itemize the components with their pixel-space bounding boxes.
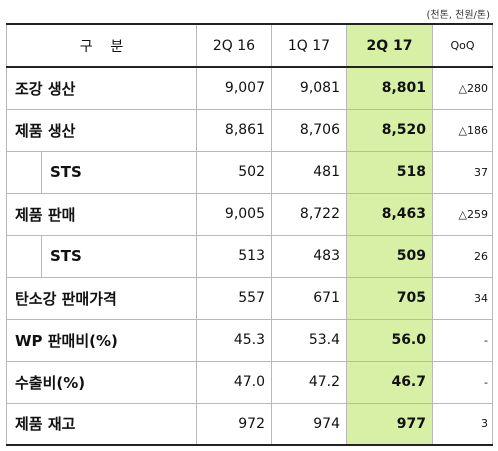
table-row: 탄소강 판매가격 557 671 705 34 bbox=[6, 277, 493, 320]
cell-1q17: 671 bbox=[271, 277, 347, 320]
header-category: 구 분 bbox=[6, 23, 197, 68]
cell-qoq: 3 bbox=[432, 403, 493, 446]
table-header-row: 구 분 2Q 16 1Q 17 2Q 17 QoQ bbox=[6, 23, 493, 68]
cell-2q16: 47.0 bbox=[196, 361, 272, 404]
cell-1q17: 9,081 bbox=[271, 67, 347, 110]
cell-2q17: 46.7 bbox=[346, 361, 433, 404]
table-row: 제품 판매 9,005 8,722 8,463 △259 bbox=[6, 193, 493, 236]
cell-1q17: 47.2 bbox=[271, 361, 347, 404]
table-row: 제품 생산 8,861 8,706 8,520 △186 bbox=[6, 109, 493, 152]
cell-2q17: 8,463 bbox=[346, 193, 433, 236]
table-row: 조강 생산 9,007 9,081 8,801 △280 bbox=[6, 67, 493, 110]
row-label-sub: STS bbox=[6, 235, 197, 278]
cell-2q17: 56.0 bbox=[346, 319, 433, 362]
row-label: 제품 재고 bbox=[6, 403, 197, 446]
cell-2q17: 977 bbox=[346, 403, 433, 446]
row-label: 제품 판매 bbox=[6, 193, 197, 236]
table-row: WP 판매비(%) 45.3 53.4 56.0 - bbox=[6, 319, 493, 362]
cell-1q17: 974 bbox=[271, 403, 347, 446]
table-row: 수출비(%) 47.0 47.2 46.7 - bbox=[6, 361, 493, 404]
table-row: STS 513 483 509 26 bbox=[6, 235, 493, 278]
cell-qoq: 26 bbox=[432, 235, 493, 278]
row-label: 탄소강 판매가격 bbox=[6, 277, 197, 320]
row-label: WP 판매비(%) bbox=[6, 319, 197, 362]
cell-2q17: 8,520 bbox=[346, 109, 433, 152]
cell-qoq: - bbox=[432, 361, 493, 404]
cell-2q16: 9,005 bbox=[196, 193, 272, 236]
header-1q17: 1Q 17 bbox=[271, 23, 347, 68]
unit-note: (천톤, 천원/톤) bbox=[426, 10, 490, 21]
header-2q17: 2Q 17 bbox=[346, 23, 433, 68]
cell-1q17: 8,722 bbox=[271, 193, 347, 236]
cell-qoq: △259 bbox=[432, 193, 493, 236]
cell-qoq: △280 bbox=[432, 67, 493, 110]
cell-qoq: - bbox=[432, 319, 493, 362]
row-label: 조강 생산 bbox=[6, 67, 197, 110]
row-label: 제품 생산 bbox=[6, 109, 197, 152]
table-row: STS 502 481 518 37 bbox=[6, 151, 493, 194]
cell-2q17: 8,801 bbox=[346, 67, 433, 110]
row-label: 수출비(%) bbox=[6, 361, 197, 404]
row-label-sub: STS bbox=[6, 151, 197, 194]
cell-1q17: 53.4 bbox=[271, 319, 347, 362]
cell-qoq: 34 bbox=[432, 277, 493, 320]
cell-qoq: 37 bbox=[432, 151, 493, 194]
cell-1q17: 8,706 bbox=[271, 109, 347, 152]
cell-2q17: 705 bbox=[346, 277, 433, 320]
header-2q16: 2Q 16 bbox=[196, 23, 272, 68]
cell-2q17: 509 bbox=[346, 235, 433, 278]
cell-2q16: 9,007 bbox=[196, 67, 272, 110]
cell-2q16: 45.3 bbox=[196, 319, 272, 362]
cell-1q17: 483 bbox=[271, 235, 347, 278]
cell-1q17: 481 bbox=[271, 151, 347, 194]
cell-2q16: 502 bbox=[196, 151, 272, 194]
performance-table: 구 분 2Q 16 1Q 17 2Q 17 QoQ 조강 생산 9,007 9,… bbox=[6, 23, 493, 446]
cell-qoq: △186 bbox=[432, 109, 493, 152]
cell-2q17: 518 bbox=[346, 151, 433, 194]
cell-2q16: 972 bbox=[196, 403, 272, 446]
cell-2q16: 557 bbox=[196, 277, 272, 320]
table-row: 제품 재고 972 974 977 3 bbox=[6, 403, 493, 446]
header-qoq: QoQ bbox=[432, 23, 493, 68]
cell-2q16: 513 bbox=[196, 235, 272, 278]
cell-2q16: 8,861 bbox=[196, 109, 272, 152]
